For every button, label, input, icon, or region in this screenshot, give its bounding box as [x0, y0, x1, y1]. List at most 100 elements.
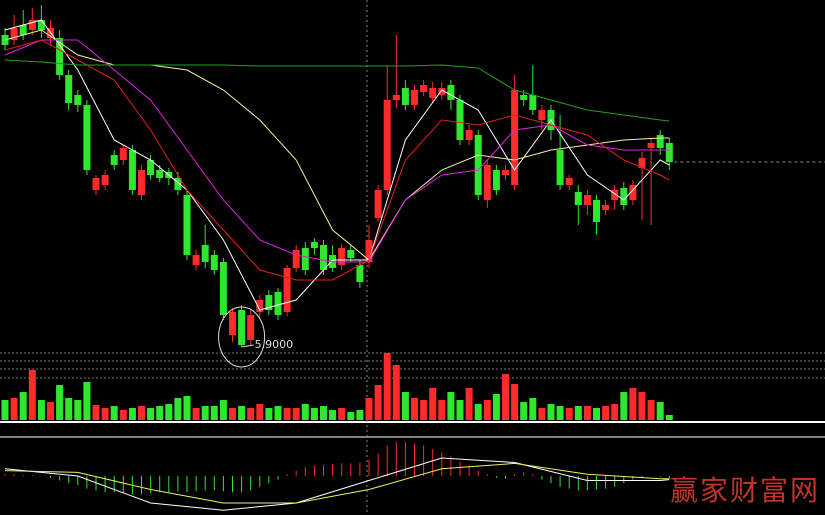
- candle-body: [438, 88, 446, 95]
- volume-bar: [1, 400, 9, 420]
- volume-bar: [219, 400, 227, 420]
- candle-body: [556, 150, 564, 185]
- candle-body: [583, 195, 591, 205]
- volume-bar: [110, 406, 118, 420]
- candle-body: [320, 245, 327, 270]
- volume-bar: [447, 392, 455, 420]
- candle-body: [128, 150, 136, 190]
- volume-bar: [429, 388, 437, 420]
- volume-bar: [474, 404, 482, 420]
- candle-body: [56, 38, 64, 75]
- candle-body: [301, 248, 309, 270]
- candle-body: [174, 178, 182, 190]
- volume-bar: [119, 410, 127, 420]
- volume-bar: [483, 400, 491, 420]
- candle-body: [201, 245, 209, 262]
- volume-bar: [174, 398, 182, 420]
- candle-body: [365, 240, 373, 262]
- low-price-label: 5.9000: [255, 338, 294, 351]
- volume-bar: [301, 404, 309, 420]
- volume-bar: [101, 408, 109, 420]
- volume-bar: [47, 402, 54, 420]
- volume-bar: [565, 408, 573, 420]
- volume-bar: [602, 406, 610, 420]
- volume-bar: [10, 398, 18, 420]
- candle-body: [520, 95, 528, 100]
- volume-bar: [420, 400, 428, 420]
- candle-body: [10, 28, 18, 40]
- volume-bar: [192, 408, 200, 420]
- candle-body: [620, 188, 628, 205]
- candle-body: [602, 205, 610, 210]
- candle-body: [502, 170, 509, 175]
- candle-body: [656, 135, 664, 148]
- candle-body: [593, 200, 600, 222]
- volume-bar: [274, 406, 282, 420]
- volume-bar: [229, 408, 236, 420]
- candle-body: [647, 143, 655, 148]
- volume-bar: [247, 408, 255, 420]
- volume-bar: [520, 402, 528, 420]
- volume-bar: [456, 400, 464, 420]
- volume-bar: [283, 408, 291, 420]
- candle-body: [274, 292, 282, 315]
- candle-body: [611, 190, 619, 200]
- candle-body: [310, 242, 318, 248]
- volume-bar: [529, 398, 537, 420]
- candle-body: [238, 310, 246, 345]
- candle-body: [229, 312, 236, 335]
- candle-body: [19, 25, 27, 35]
- volume-bar: [647, 400, 655, 420]
- volume-bar: [547, 404, 555, 420]
- volume-bar: [620, 392, 628, 420]
- candle-body: [256, 300, 264, 312]
- volume-bar: [320, 406, 327, 420]
- candle-body: [411, 90, 418, 105]
- volume-bar: [92, 405, 100, 420]
- candle-body: [119, 148, 127, 160]
- candle-body: [347, 250, 355, 258]
- candle-body: [529, 95, 537, 110]
- volume-bar: [401, 392, 409, 420]
- candle-body: [565, 178, 573, 185]
- candle-body: [65, 75, 73, 103]
- volume-bar: [338, 408, 346, 420]
- candle-body: [374, 190, 382, 218]
- volume-bar: [156, 406, 164, 420]
- volume-bar: [502, 374, 509, 420]
- candle-body: [429, 88, 437, 98]
- volume-bar: [256, 404, 264, 420]
- volume-bar: [629, 388, 637, 420]
- volume-bar: [356, 410, 364, 420]
- candle-body: [574, 192, 582, 205]
- candle-body: [356, 265, 364, 282]
- volume-bar: [347, 412, 355, 420]
- volume-bar: [556, 406, 564, 420]
- indicator-line: [4, 39, 670, 263]
- volume-bar: [465, 388, 473, 420]
- candle-body: [338, 248, 346, 265]
- volume-bar: [411, 398, 418, 420]
- candle-body: [383, 100, 391, 190]
- volume-bar: [28, 370, 36, 420]
- volume-bar: [210, 406, 218, 420]
- candle-body: [210, 255, 218, 270]
- candle-body: [638, 158, 646, 168]
- volume-bar: [665, 415, 673, 420]
- highlight-circle: [218, 306, 266, 368]
- candle-body: [629, 185, 637, 200]
- candle-body: [492, 170, 500, 190]
- candle-body: [283, 268, 291, 312]
- volume-bar: [438, 400, 446, 420]
- volume-bar: [74, 400, 82, 420]
- volume-bar: [183, 396, 191, 420]
- volume-bar: [37, 400, 45, 420]
- candle-body: [28, 20, 36, 30]
- volume-bar: [138, 406, 145, 420]
- volume-bar: [310, 408, 318, 420]
- candle-body: [401, 88, 409, 105]
- candle-body: [292, 250, 300, 268]
- volume-bar: [19, 392, 27, 420]
